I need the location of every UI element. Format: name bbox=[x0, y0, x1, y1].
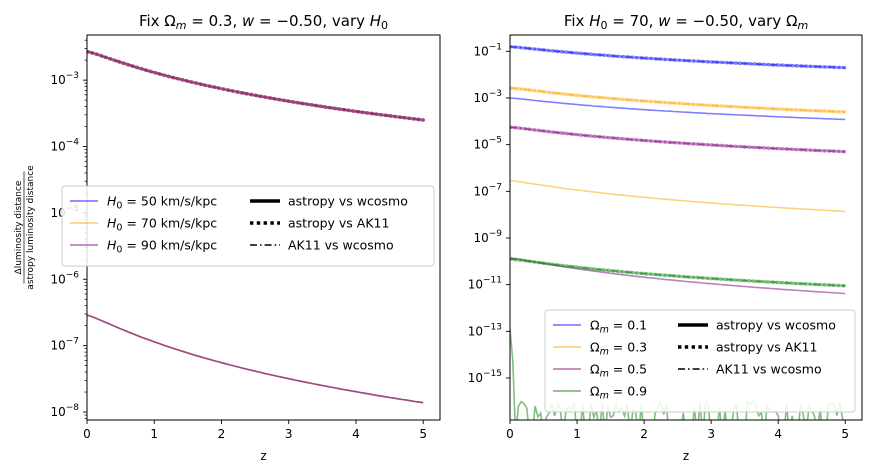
legend-entry-label: Ωm = 0.9 bbox=[590, 384, 647, 402]
y-tick-label: 10−13 bbox=[468, 322, 502, 338]
legend-box bbox=[544, 309, 856, 413]
x-tick-label: 3 bbox=[285, 427, 293, 441]
x-axis-label: z bbox=[683, 449, 689, 463]
y-tick-label: 10−15 bbox=[468, 369, 502, 385]
plot-area bbox=[510, 45, 847, 420]
y-tick-label: 10−3 bbox=[473, 89, 502, 105]
legend-style-label: AK11 vs wcosmo bbox=[288, 238, 394, 253]
legend-entry-label: H0 = 50 km/s/kpc bbox=[107, 194, 217, 212]
x-tick-label: 5 bbox=[419, 427, 427, 441]
x-tick-label: 2 bbox=[218, 427, 226, 441]
series-line-12 bbox=[510, 258, 846, 287]
series-line-3 bbox=[87, 314, 424, 404]
plot-area bbox=[87, 49, 425, 404]
y-tick-label: 10−1 bbox=[473, 42, 502, 58]
series-line-5 bbox=[510, 45, 847, 70]
axes-frame bbox=[509, 34, 863, 421]
y-tick-label: 10−9 bbox=[473, 229, 502, 245]
x-axis-label: z bbox=[260, 449, 266, 463]
legend-entry-label: H0 = 90 km/s/kpc bbox=[107, 238, 217, 256]
chart-title: Fix H0 = 70, w = −0.50, vary Ωm bbox=[564, 12, 808, 32]
series-line-4 bbox=[87, 49, 425, 122]
series-line-10 bbox=[510, 87, 846, 113]
y-axis-label: Δluminosity distance astropy luminosity d… bbox=[14, 165, 36, 290]
x-tick-label: 1 bbox=[573, 427, 581, 441]
legend-entry-label: Ωm = 0.5 bbox=[590, 362, 647, 380]
y-tick-label: 10−8 bbox=[50, 403, 79, 419]
series-line-6 bbox=[87, 49, 425, 122]
x-tick-label: 0 bbox=[83, 427, 91, 441]
y-axis-label-denominator: astropy luminosity distance bbox=[26, 165, 36, 290]
series-line-7 bbox=[87, 50, 424, 121]
series-line-1 bbox=[510, 97, 846, 121]
legend-style-label: AK11 vs wcosmo bbox=[716, 362, 822, 377]
y-axis-label-numerator: Δluminosity distance bbox=[14, 180, 24, 274]
x-tick-label: 0 bbox=[506, 427, 514, 441]
y-tick-label: 10−11 bbox=[468, 276, 502, 292]
legend-style-label: astropy vs wcosmo bbox=[288, 194, 408, 209]
y-tick-label: 10−7 bbox=[50, 337, 79, 353]
y-tick-label: 10−6 bbox=[50, 270, 79, 286]
y-tick-label: 10−3 bbox=[50, 71, 79, 87]
legend-style-label: astropy vs AK11 bbox=[288, 216, 389, 231]
series-line-6 bbox=[510, 86, 847, 114]
series-line-2 bbox=[510, 179, 846, 213]
x-tick-label: 4 bbox=[774, 427, 782, 441]
x-tick-label: 5 bbox=[841, 427, 849, 441]
x-tick-label: 3 bbox=[707, 427, 715, 441]
series-line-8 bbox=[87, 50, 424, 121]
legend-entry-label: Ωm = 0.3 bbox=[590, 340, 647, 358]
x-tick-label: 1 bbox=[150, 427, 158, 441]
y-tick-label: 10−4 bbox=[50, 138, 79, 154]
legend: Ωm = 0.1 Ωm = 0.3 Ωm = 0.5 Ωm = 0.9 astropy … bbox=[544, 309, 856, 413]
legend-entry-label: Ωm = 0.1 bbox=[590, 318, 647, 336]
chart-panel-2: 0 1 2 3 4 5 10−15 10−13 10−11 10−9 10−7 10−5 10−3 10−… bbox=[468, 12, 863, 463]
x-tick-label: 2 bbox=[640, 427, 648, 441]
series-line-7 bbox=[510, 125, 847, 154]
series-line-2 bbox=[87, 314, 424, 404]
series-line-5 bbox=[87, 49, 425, 122]
legend: H0 = 50 km/s/kpc H0 = 70 km/s/kpc H0 = 90 … bbox=[61, 185, 435, 267]
x-tick-label: 4 bbox=[352, 427, 360, 441]
series-line-8 bbox=[510, 257, 847, 288]
series-line-9 bbox=[87, 50, 424, 121]
legend-entry-label: H0 = 70 km/s/kpc bbox=[107, 216, 217, 234]
legend-style-label: astropy vs AK11 bbox=[716, 340, 817, 355]
legend-style-label: astropy vs wcosmo bbox=[716, 318, 836, 333]
series-line-9 bbox=[510, 45, 846, 69]
chart-title: Fix Ωm = 0.3, w = −0.50, vary H0 bbox=[139, 12, 388, 32]
series-line-11 bbox=[510, 126, 846, 153]
y-tick-label: 10−5 bbox=[473, 136, 502, 152]
series-line-1 bbox=[87, 314, 424, 404]
y-tick-label: 10−7 bbox=[473, 182, 502, 198]
legend-box bbox=[61, 185, 435, 267]
